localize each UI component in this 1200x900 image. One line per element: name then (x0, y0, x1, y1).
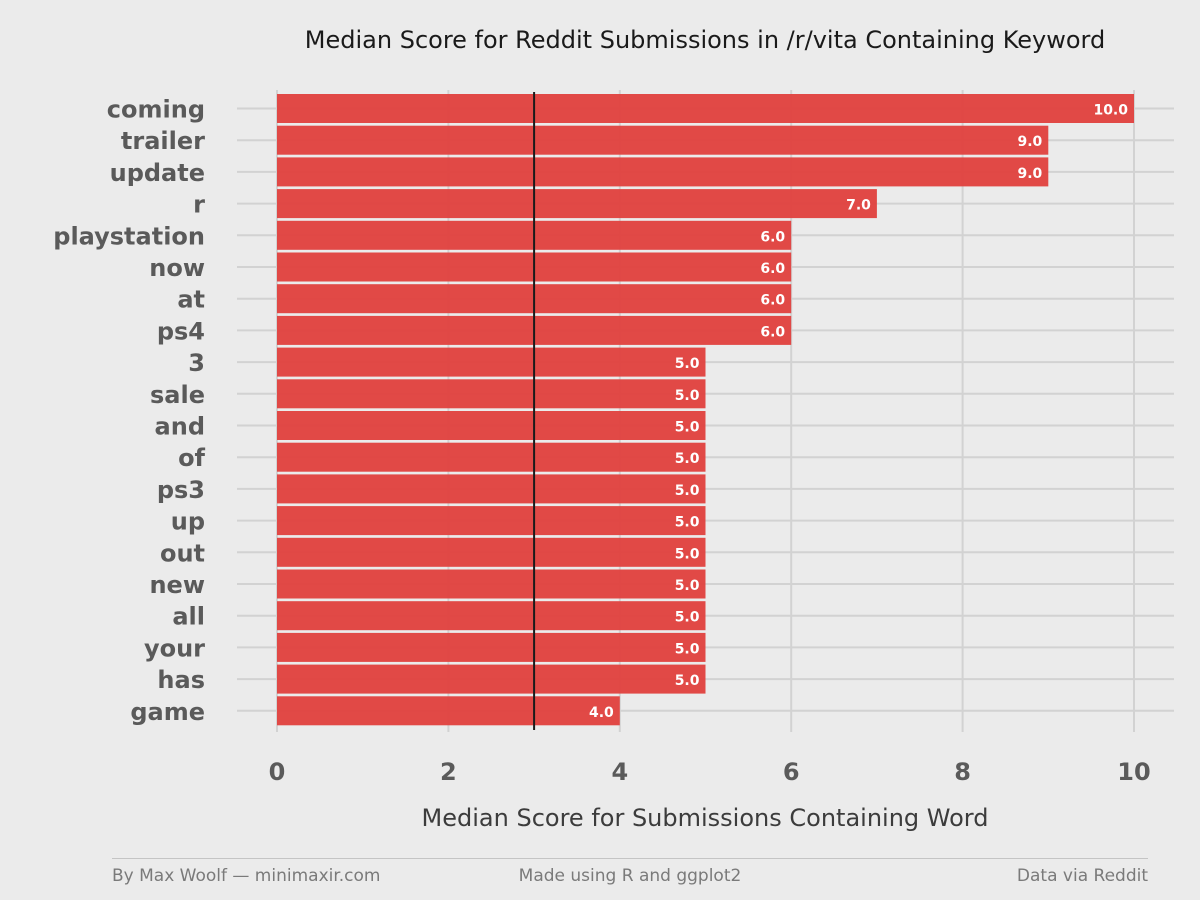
category-label: sale (150, 381, 205, 409)
value-label: 5.0 (675, 356, 700, 372)
bar-3 (277, 347, 706, 377)
x-axis-label: Median Score for Submissions Containing … (421, 804, 989, 832)
value-label: 9.0 (1017, 134, 1042, 150)
value-label: 5.0 (675, 578, 700, 594)
category-label: trailer (121, 127, 205, 155)
footer-tools: Made using R and ggplot2 (518, 866, 742, 886)
value-label: 5.0 (675, 546, 700, 562)
x-tick-label: 4 (611, 758, 628, 786)
footer-credit: By Max Woolf — minimaxir.com (112, 866, 381, 886)
value-label: 5.0 (675, 388, 700, 404)
value-label: 7.0 (846, 198, 871, 214)
bar-all (277, 601, 706, 631)
value-label: 5.0 (675, 483, 700, 499)
category-label: ps4 (157, 317, 205, 345)
bar-and (277, 411, 706, 440)
category-label: ps3 (157, 476, 205, 504)
value-label: 5.0 (675, 420, 700, 436)
category-label: up (171, 508, 205, 536)
value-label: 5.0 (675, 641, 700, 657)
category-label: game (130, 698, 205, 726)
chart-title: Median Score for Reddit Submissions in /… (304, 26, 1106, 54)
value-label: 10.0 (1093, 103, 1128, 119)
category-label: all (172, 603, 205, 631)
bar-has (277, 664, 706, 694)
category-label: r (193, 191, 205, 219)
category-label: 3 (188, 349, 205, 377)
bar-ps3 (277, 474, 706, 504)
footer-divider (112, 858, 1148, 859)
category-label: coming (107, 96, 205, 124)
bar-r (277, 189, 877, 219)
category-label: new (149, 571, 205, 599)
value-label: 6.0 (760, 229, 785, 245)
category-label: playstation (53, 222, 205, 250)
value-label: 5.0 (675, 515, 700, 531)
value-label: 4.0 (589, 705, 614, 721)
bar-sale (277, 379, 706, 409)
category-label: has (157, 666, 205, 694)
bar-your (277, 632, 706, 662)
bar-out (277, 537, 706, 567)
x-tick-label: 0 (269, 758, 286, 786)
value-label: 5.0 (675, 451, 700, 467)
category-label: out (160, 539, 205, 567)
bar-up (277, 506, 706, 536)
value-label: 5.0 (675, 673, 700, 689)
x-tick-label: 10 (1117, 758, 1150, 786)
bar-new (277, 569, 706, 599)
category-label: of (178, 444, 205, 472)
x-tick-label: 6 (783, 758, 800, 786)
bar-update (277, 157, 1049, 187)
value-label: 6.0 (760, 261, 785, 277)
value-label: 6.0 (760, 293, 785, 309)
footer-source: Data via Reddit (1016, 866, 1148, 886)
bar-coming (277, 94, 1134, 123)
category-label: and (155, 413, 205, 441)
bar-trailer (277, 125, 1049, 155)
value-label: 6.0 (760, 324, 785, 340)
category-label: your (144, 634, 205, 662)
bar-of (277, 442, 706, 472)
x-tick-label: 8 (954, 758, 971, 786)
value-label: 5.0 (675, 610, 700, 626)
bar-game (277, 696, 620, 726)
category-label: now (149, 254, 205, 282)
category-label: update (110, 159, 205, 187)
category-label: at (177, 286, 205, 314)
value-label: 9.0 (1017, 166, 1042, 182)
x-tick-label: 2 (440, 758, 457, 786)
